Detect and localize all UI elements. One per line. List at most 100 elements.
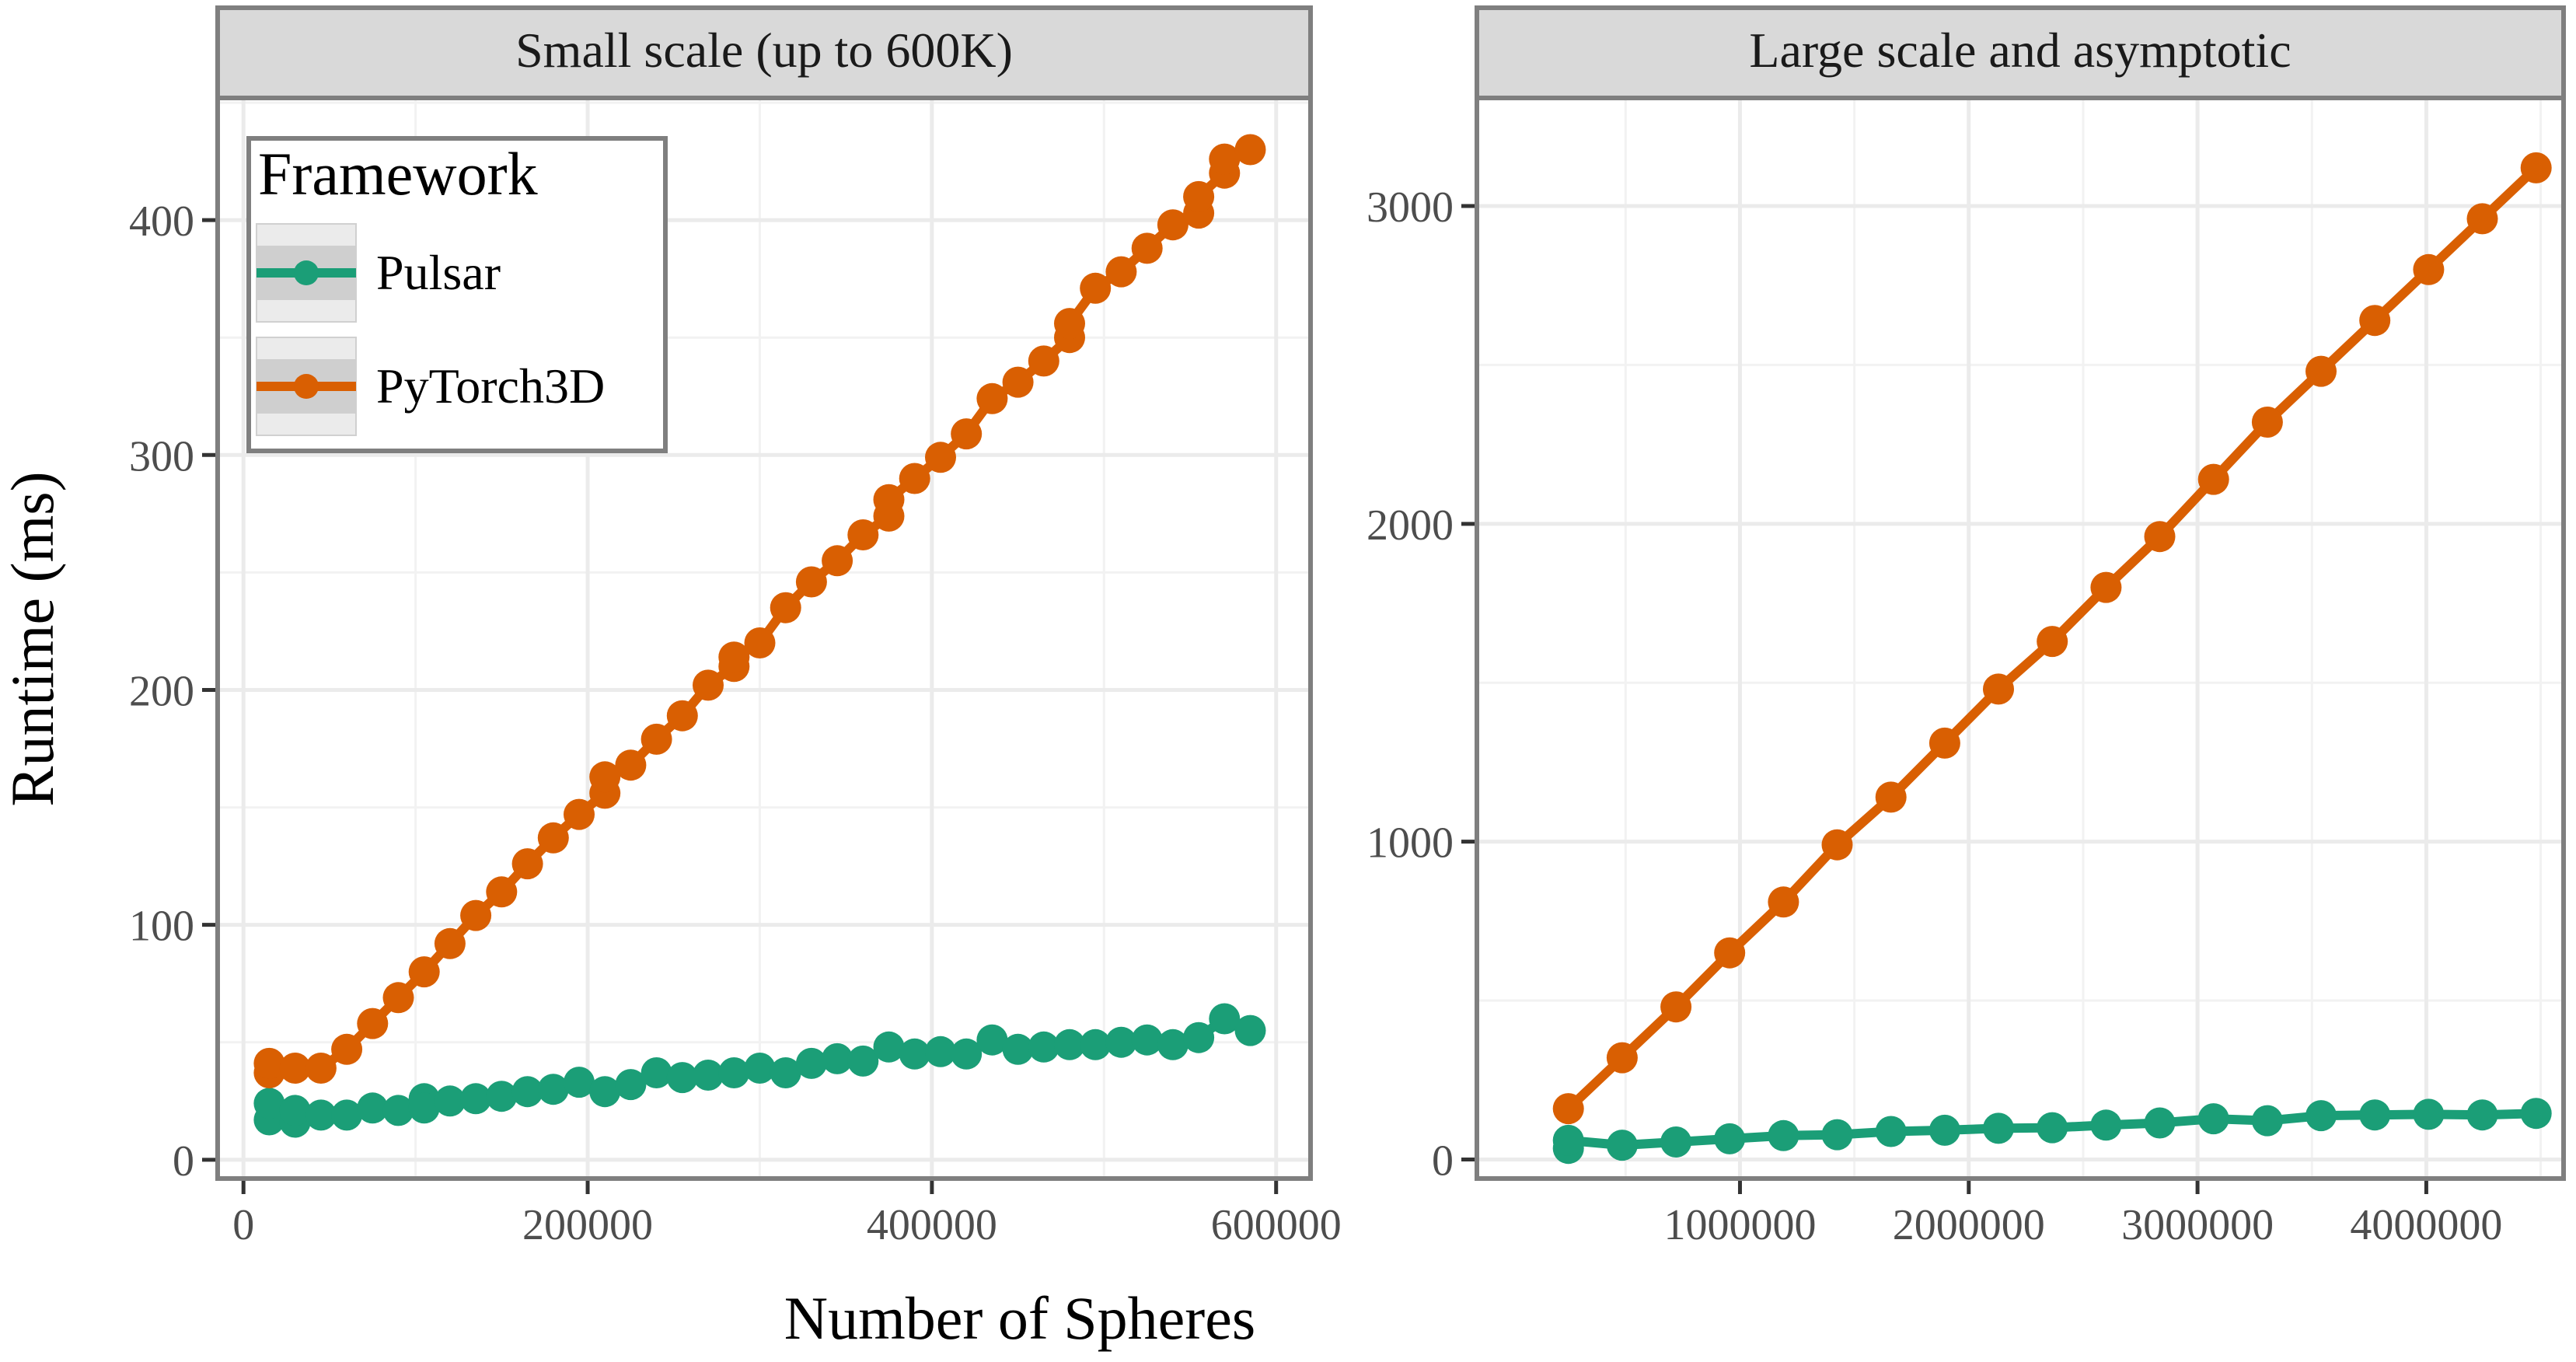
point-pulsar — [1606, 1130, 1638, 1161]
point-pulsar — [1002, 1033, 1034, 1065]
point-pytorch3d — [511, 848, 543, 880]
point-pytorch3d — [537, 822, 569, 854]
point-pytorch3d — [253, 1047, 285, 1079]
legend-label-pytorch3d: PyTorch3D — [376, 358, 605, 414]
point-pytorch3d — [976, 382, 1008, 414]
panel-large-scale: Large scale and asymptotic 1000000 200000… — [1367, 5, 2566, 1249]
point-pytorch3d — [770, 592, 801, 623]
axes-small-scale: 0 200000 400000 600000 0 100 200 300 400 — [129, 197, 1342, 1249]
point-pytorch3d — [1002, 366, 1034, 398]
y-axis-title: Runtime (ms) — [0, 471, 66, 806]
x-tick-label: 3000000 — [2121, 1201, 2274, 1249]
point-pulsar — [1875, 1116, 1907, 1147]
point-pulsar — [1234, 1015, 1266, 1046]
legend-marker-pytorch3d — [294, 374, 319, 399]
y-tick-label: 300 — [129, 432, 194, 480]
point-pulsar — [408, 1092, 440, 1124]
panel-strip-small-scale — [215, 5, 1313, 100]
point-pulsar — [925, 1035, 956, 1067]
panel-title-large-scale: Large scale and asymptotic — [1749, 23, 2291, 78]
point-pytorch3d — [1105, 256, 1137, 288]
point-pulsar — [976, 1024, 1008, 1056]
point-pulsar — [873, 1031, 905, 1063]
panel-small-scale: Small scale (up to 600K) 0 200000 400000 60… — [129, 5, 1342, 1249]
point-pytorch3d — [744, 627, 776, 658]
point-pytorch3d — [1234, 134, 1266, 166]
point-pytorch3d — [2359, 305, 2391, 337]
point-pytorch3d — [1209, 143, 1241, 175]
y-tick-label: 0 — [1432, 1137, 1454, 1185]
point-pytorch3d — [2520, 152, 2552, 183]
point-pulsar — [460, 1083, 492, 1115]
point-pulsar — [486, 1081, 518, 1112]
y-tick-label: 0 — [173, 1137, 194, 1186]
point-pytorch3d — [2305, 355, 2337, 387]
point-pytorch3d — [925, 442, 956, 473]
point-pytorch3d — [641, 723, 672, 755]
point-pytorch3d — [279, 1053, 311, 1084]
point-pulsar — [1157, 1028, 1189, 1060]
point-pulsar — [2197, 1103, 2229, 1135]
point-pytorch3d — [718, 641, 750, 673]
point-pulsar — [434, 1085, 466, 1117]
point-pytorch3d — [1157, 209, 1189, 241]
x-tick-label: 1000000 — [1663, 1201, 1816, 1249]
series-large-scale — [1552, 152, 2552, 1165]
point-pulsar — [357, 1092, 389, 1124]
point-pytorch3d — [589, 761, 621, 793]
point-pulsar — [693, 1060, 724, 1091]
point-pytorch3d — [1714, 937, 1746, 969]
point-pulsar — [305, 1099, 337, 1131]
legend-key-pulsar — [256, 223, 357, 323]
point-pulsar — [1054, 1028, 1085, 1060]
x-tick-label: 200000 — [522, 1201, 653, 1249]
point-pulsar — [2305, 1100, 2337, 1132]
plot-border-small-scale — [215, 96, 1313, 1181]
gridlines-large-scale — [1477, 98, 2564, 1179]
point-pulsar — [589, 1076, 621, 1108]
point-pytorch3d — [1875, 781, 1907, 813]
point-pytorch3d — [873, 484, 905, 515]
point-pulsar — [253, 1088, 285, 1119]
point-pytorch3d — [434, 927, 466, 959]
point-pytorch3d — [2251, 407, 2283, 438]
point-pytorch3d — [2466, 203, 2498, 235]
point-pytorch3d — [1660, 991, 1692, 1023]
point-pulsar — [2359, 1099, 2391, 1131]
point-pytorch3d — [486, 876, 518, 908]
point-pytorch3d — [2090, 571, 2122, 603]
point-pytorch3d — [795, 566, 827, 598]
plot-border-large-scale — [1475, 96, 2566, 1181]
point-pulsar — [1080, 1028, 1112, 1060]
point-pytorch3d — [1606, 1042, 1638, 1074]
legend: Framework Pulsar PyTorch3D — [246, 136, 668, 453]
point-pytorch3d — [1552, 1093, 1584, 1125]
point-pulsar — [1660, 1126, 1692, 1158]
point-pulsar — [1105, 1026, 1137, 1058]
point-pulsar — [331, 1099, 363, 1131]
point-pulsar — [1929, 1114, 1960, 1146]
point-pytorch3d — [666, 700, 698, 732]
point-pulsar — [718, 1057, 750, 1088]
point-pytorch3d — [899, 463, 930, 494]
y-tick-label: 100 — [129, 903, 194, 951]
point-pulsar — [666, 1062, 698, 1094]
y-tick-label: 1000 — [1367, 819, 1454, 868]
point-pytorch3d — [1080, 272, 1112, 304]
point-pulsar — [1183, 1022, 1215, 1053]
point-pulsar — [2466, 1099, 2498, 1131]
point-pulsar — [1983, 1112, 2014, 1144]
point-pytorch3d — [2413, 253, 2445, 285]
point-pulsar — [641, 1057, 672, 1088]
point-pytorch3d — [305, 1053, 337, 1084]
point-pulsar — [1209, 1003, 1241, 1035]
series-small-scale — [253, 134, 1266, 1138]
point-pulsar — [822, 1042, 853, 1074]
x-tick-label: 4000000 — [2350, 1201, 2502, 1249]
point-pytorch3d — [847, 519, 879, 550]
point-pulsar — [1714, 1123, 1746, 1154]
point-pulsar — [744, 1053, 776, 1084]
point-pulsar — [2413, 1098, 2445, 1130]
point-pulsar — [537, 1074, 569, 1105]
point-pulsar — [1768, 1119, 1799, 1151]
